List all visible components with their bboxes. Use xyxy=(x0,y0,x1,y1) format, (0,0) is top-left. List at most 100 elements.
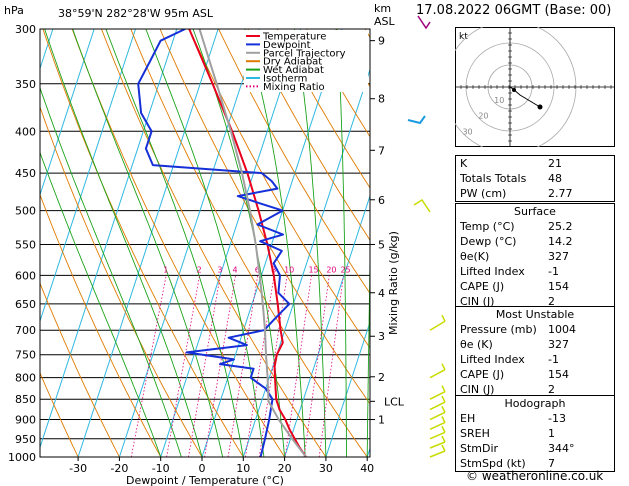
dewpoint-line xyxy=(137,29,291,457)
wind-barb-flag xyxy=(441,435,446,443)
wind-barb xyxy=(429,401,446,411)
panel-title: Hodograph xyxy=(504,397,566,410)
dry-adiabat xyxy=(130,29,368,457)
isotherm xyxy=(284,194,370,457)
stat-row: θe (K) 327 xyxy=(456,337,614,352)
stat-value: -1 xyxy=(548,353,559,366)
mixing-ratio-line xyxy=(303,275,330,457)
dry-adiabat xyxy=(101,29,327,457)
hodograph: kt 10 20 30 xyxy=(455,27,615,147)
stat-label: CAPE (J) xyxy=(460,368,505,381)
isotherm xyxy=(40,29,95,197)
km-tick-label: 5 xyxy=(378,238,385,251)
pressure-tick-label: 800 xyxy=(15,372,36,385)
wind-barb xyxy=(413,198,431,213)
hodograph-storm-motion xyxy=(537,104,543,110)
surface-panel: Surface Temp (°C) 25.2 Dewp (°C) 14.2 θe(K) 32… xyxy=(455,203,615,310)
km-tick-label: 9 xyxy=(378,35,385,48)
legend-item-dewpoint: Dewpoint xyxy=(263,40,311,51)
mixing-ratio-line xyxy=(258,275,288,457)
stat-row: Dewp (°C) 14.2 xyxy=(456,234,614,249)
stat-value: -1 xyxy=(548,265,559,278)
wet-adiabat xyxy=(145,29,265,457)
stat-label: Totals Totals xyxy=(460,172,527,185)
isotherm xyxy=(0,29,12,457)
wet-adiabat xyxy=(105,29,244,457)
stat-row: StmDir 344° xyxy=(456,441,614,456)
pressure-tick-label: 750 xyxy=(15,349,36,362)
stat-row: Lifted Index -1 xyxy=(456,352,614,367)
pressure-tick-label: 300 xyxy=(15,23,36,36)
temperature-line xyxy=(188,29,307,457)
mixing-ratio-line xyxy=(245,275,275,457)
stat-value: 1 xyxy=(548,427,555,440)
stat-label: StmDir xyxy=(460,442,499,455)
legend-item-mixing-ratio: Mixing Ratio xyxy=(263,82,325,93)
pressure-tick-label: 1000 xyxy=(8,451,36,464)
stat-row: Totals Totals 48 xyxy=(456,171,614,186)
hodograph-ring-label: 20 xyxy=(478,112,488,121)
pressure-tick-label: 900 xyxy=(15,414,36,427)
temp-tick-label: 40 xyxy=(360,462,374,475)
pressure-tick-label: 400 xyxy=(15,125,36,138)
km-axis-label: km xyxy=(374,2,391,15)
isotherm xyxy=(242,68,370,457)
pressure-tick-label: 650 xyxy=(15,298,36,311)
legend-item-temperature: Temperature xyxy=(262,32,326,43)
dry-adiabat xyxy=(40,282,120,457)
wet-adiabat xyxy=(40,151,162,457)
isotherm xyxy=(40,29,178,449)
dry-adiabat xyxy=(159,29,370,405)
isotherm xyxy=(40,29,136,323)
stat-value: -13 xyxy=(548,412,566,425)
stat-value: 344° xyxy=(548,442,575,455)
stat-value: 2.77 xyxy=(548,187,573,200)
legend-item-wet-adiabat: Wet Adiabat xyxy=(263,65,324,76)
stat-value: 14.2 xyxy=(548,235,573,248)
pressure-tick-label: 850 xyxy=(15,393,36,406)
stat-row: CAPE (J) 154 xyxy=(456,279,614,294)
stat-row: SREH 1 xyxy=(456,426,614,441)
stat-row: CAPE (J) 154 xyxy=(456,367,614,382)
wet-adiabat xyxy=(294,29,327,457)
dry-adiabat xyxy=(40,371,79,457)
wind-barb xyxy=(429,391,446,400)
stat-label: K xyxy=(460,157,468,170)
stat-label: PW (cm) xyxy=(460,187,507,200)
wet-adiabat xyxy=(44,29,203,457)
wet-adiabat xyxy=(40,86,182,457)
wind-barb xyxy=(429,431,446,440)
stat-value: 1004 xyxy=(548,323,576,336)
pressure-tick-label: 550 xyxy=(15,238,36,251)
temp-tick-label: -20 xyxy=(110,462,128,475)
legend-item-parcel-trajectory: Parcel Trajectory xyxy=(263,48,346,59)
legend-bg xyxy=(244,30,368,92)
km-tick-label: 7 xyxy=(378,144,385,157)
stat-label: θe(K) xyxy=(460,250,490,263)
wind-barb-flag xyxy=(441,363,446,371)
mixing-ratio-label: 20 xyxy=(326,265,336,274)
mixing-ratio-label: 6 xyxy=(255,265,260,274)
wind-barb xyxy=(429,411,446,421)
isotherm xyxy=(118,29,260,457)
isotherm xyxy=(201,29,343,457)
hodograph-trace xyxy=(509,86,541,108)
stat-value: 7 xyxy=(548,457,555,470)
wet-adiabat xyxy=(192,29,286,457)
mixing-ratio-label: 25 xyxy=(340,265,350,274)
km-axis-label: ASL xyxy=(374,15,396,28)
dry-adiabat xyxy=(188,29,370,349)
hodograph-unit-label: kt xyxy=(459,32,468,42)
dry-adiabat xyxy=(71,29,285,457)
wind-barb xyxy=(429,320,446,331)
pressure-tick-label: 700 xyxy=(15,324,36,337)
wet-adiabat xyxy=(336,29,347,457)
wet-adiabat xyxy=(366,232,370,457)
mixing-ratio-line xyxy=(166,275,201,457)
km-tick-label: 8 xyxy=(378,93,385,106)
mixing-ratio-line xyxy=(130,275,167,457)
mixing-ratio-label: 2 xyxy=(197,265,202,274)
plot-frame xyxy=(39,28,371,458)
temp-tick-label: -10 xyxy=(152,462,170,475)
km-tick-label: 4 xyxy=(378,287,385,300)
